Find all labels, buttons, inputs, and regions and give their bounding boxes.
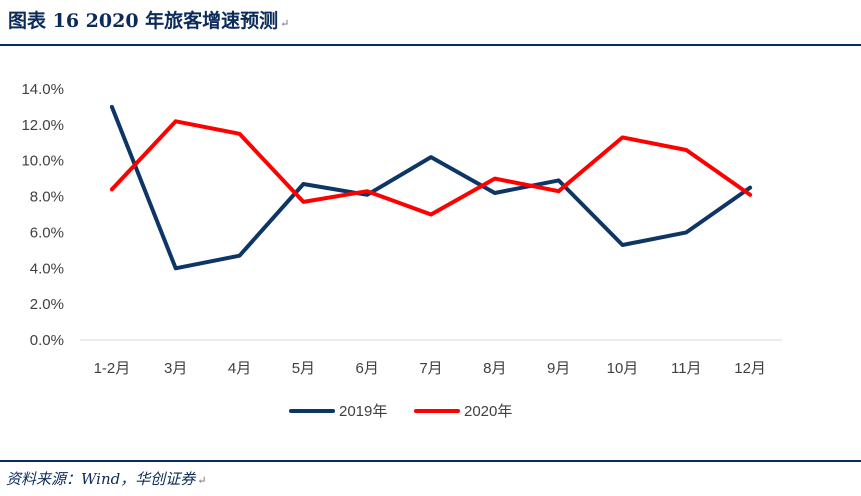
x-tick-label: 11月 <box>671 360 702 377</box>
y-tick-label: 12.0% <box>21 117 64 134</box>
source-note: 资料来源：Wind，华创证券 ↵ <box>6 468 206 489</box>
x-tick-label: 4月 <box>228 360 251 377</box>
series-line-2 <box>109 119 753 217</box>
series-layer <box>109 104 753 271</box>
x-axis: 1-2月 3月 4月 5月 6月 7月 8月 9月 10月 11月 12月 <box>80 339 782 377</box>
top-rule <box>0 44 861 46</box>
legend: 2019年 2020年 <box>289 403 512 420</box>
x-tick-label: 8月 <box>483 360 506 377</box>
paragraph-mark-icon: ↵ <box>280 17 290 30</box>
y-tick-label: 6.0% <box>30 224 64 241</box>
y-tick-label: 14.0% <box>21 81 64 98</box>
y-axis: 0.0% 2.0% 4.0% 6.0% 8.0% 10.0% 12.0% 14.0% <box>21 81 64 349</box>
y-tick-label: 4.0% <box>30 260 64 277</box>
x-tick-label: 3月 <box>164 360 187 377</box>
legend-label: 2019年 <box>339 403 387 420</box>
series-line-1 <box>109 104 753 271</box>
x-tick-label: 1-2月 <box>94 360 131 377</box>
paragraph-mark-icon: ↵ <box>197 474 207 487</box>
x-tick-label: 5月 <box>292 360 315 377</box>
figure-title-text: 图表 16 2020 年旅客增速预测 <box>8 10 279 32</box>
y-tick-label: 0.0% <box>30 332 64 349</box>
y-tick-label: 8.0% <box>30 189 64 206</box>
x-tick-label: 9月 <box>547 360 570 377</box>
chart-header: 图表 16 2020 年旅客增速预测 ↵ <box>0 0 861 46</box>
legend-label: 2020年 <box>464 403 512 420</box>
bottom-rule <box>0 460 861 462</box>
line-chart: 1-2月 3月 4月 5月 6月 7月 8月 9月 10月 11月 12月 0.0% 2.0% 4.0%… <box>21 81 782 420</box>
x-tick-label: 6月 <box>356 360 379 377</box>
y-tick-label: 10.0% <box>21 153 64 170</box>
source-text: 资料来源：Wind，华创证券 <box>6 470 196 488</box>
x-tick-label: 12月 <box>734 360 766 377</box>
y-tick-label: 2.0% <box>30 296 64 313</box>
figure-title: 图表 16 2020 年旅客增速预测 ↵ <box>8 6 289 33</box>
x-tick-label: 10月 <box>607 360 639 377</box>
x-tick-label: 7月 <box>419 360 442 377</box>
